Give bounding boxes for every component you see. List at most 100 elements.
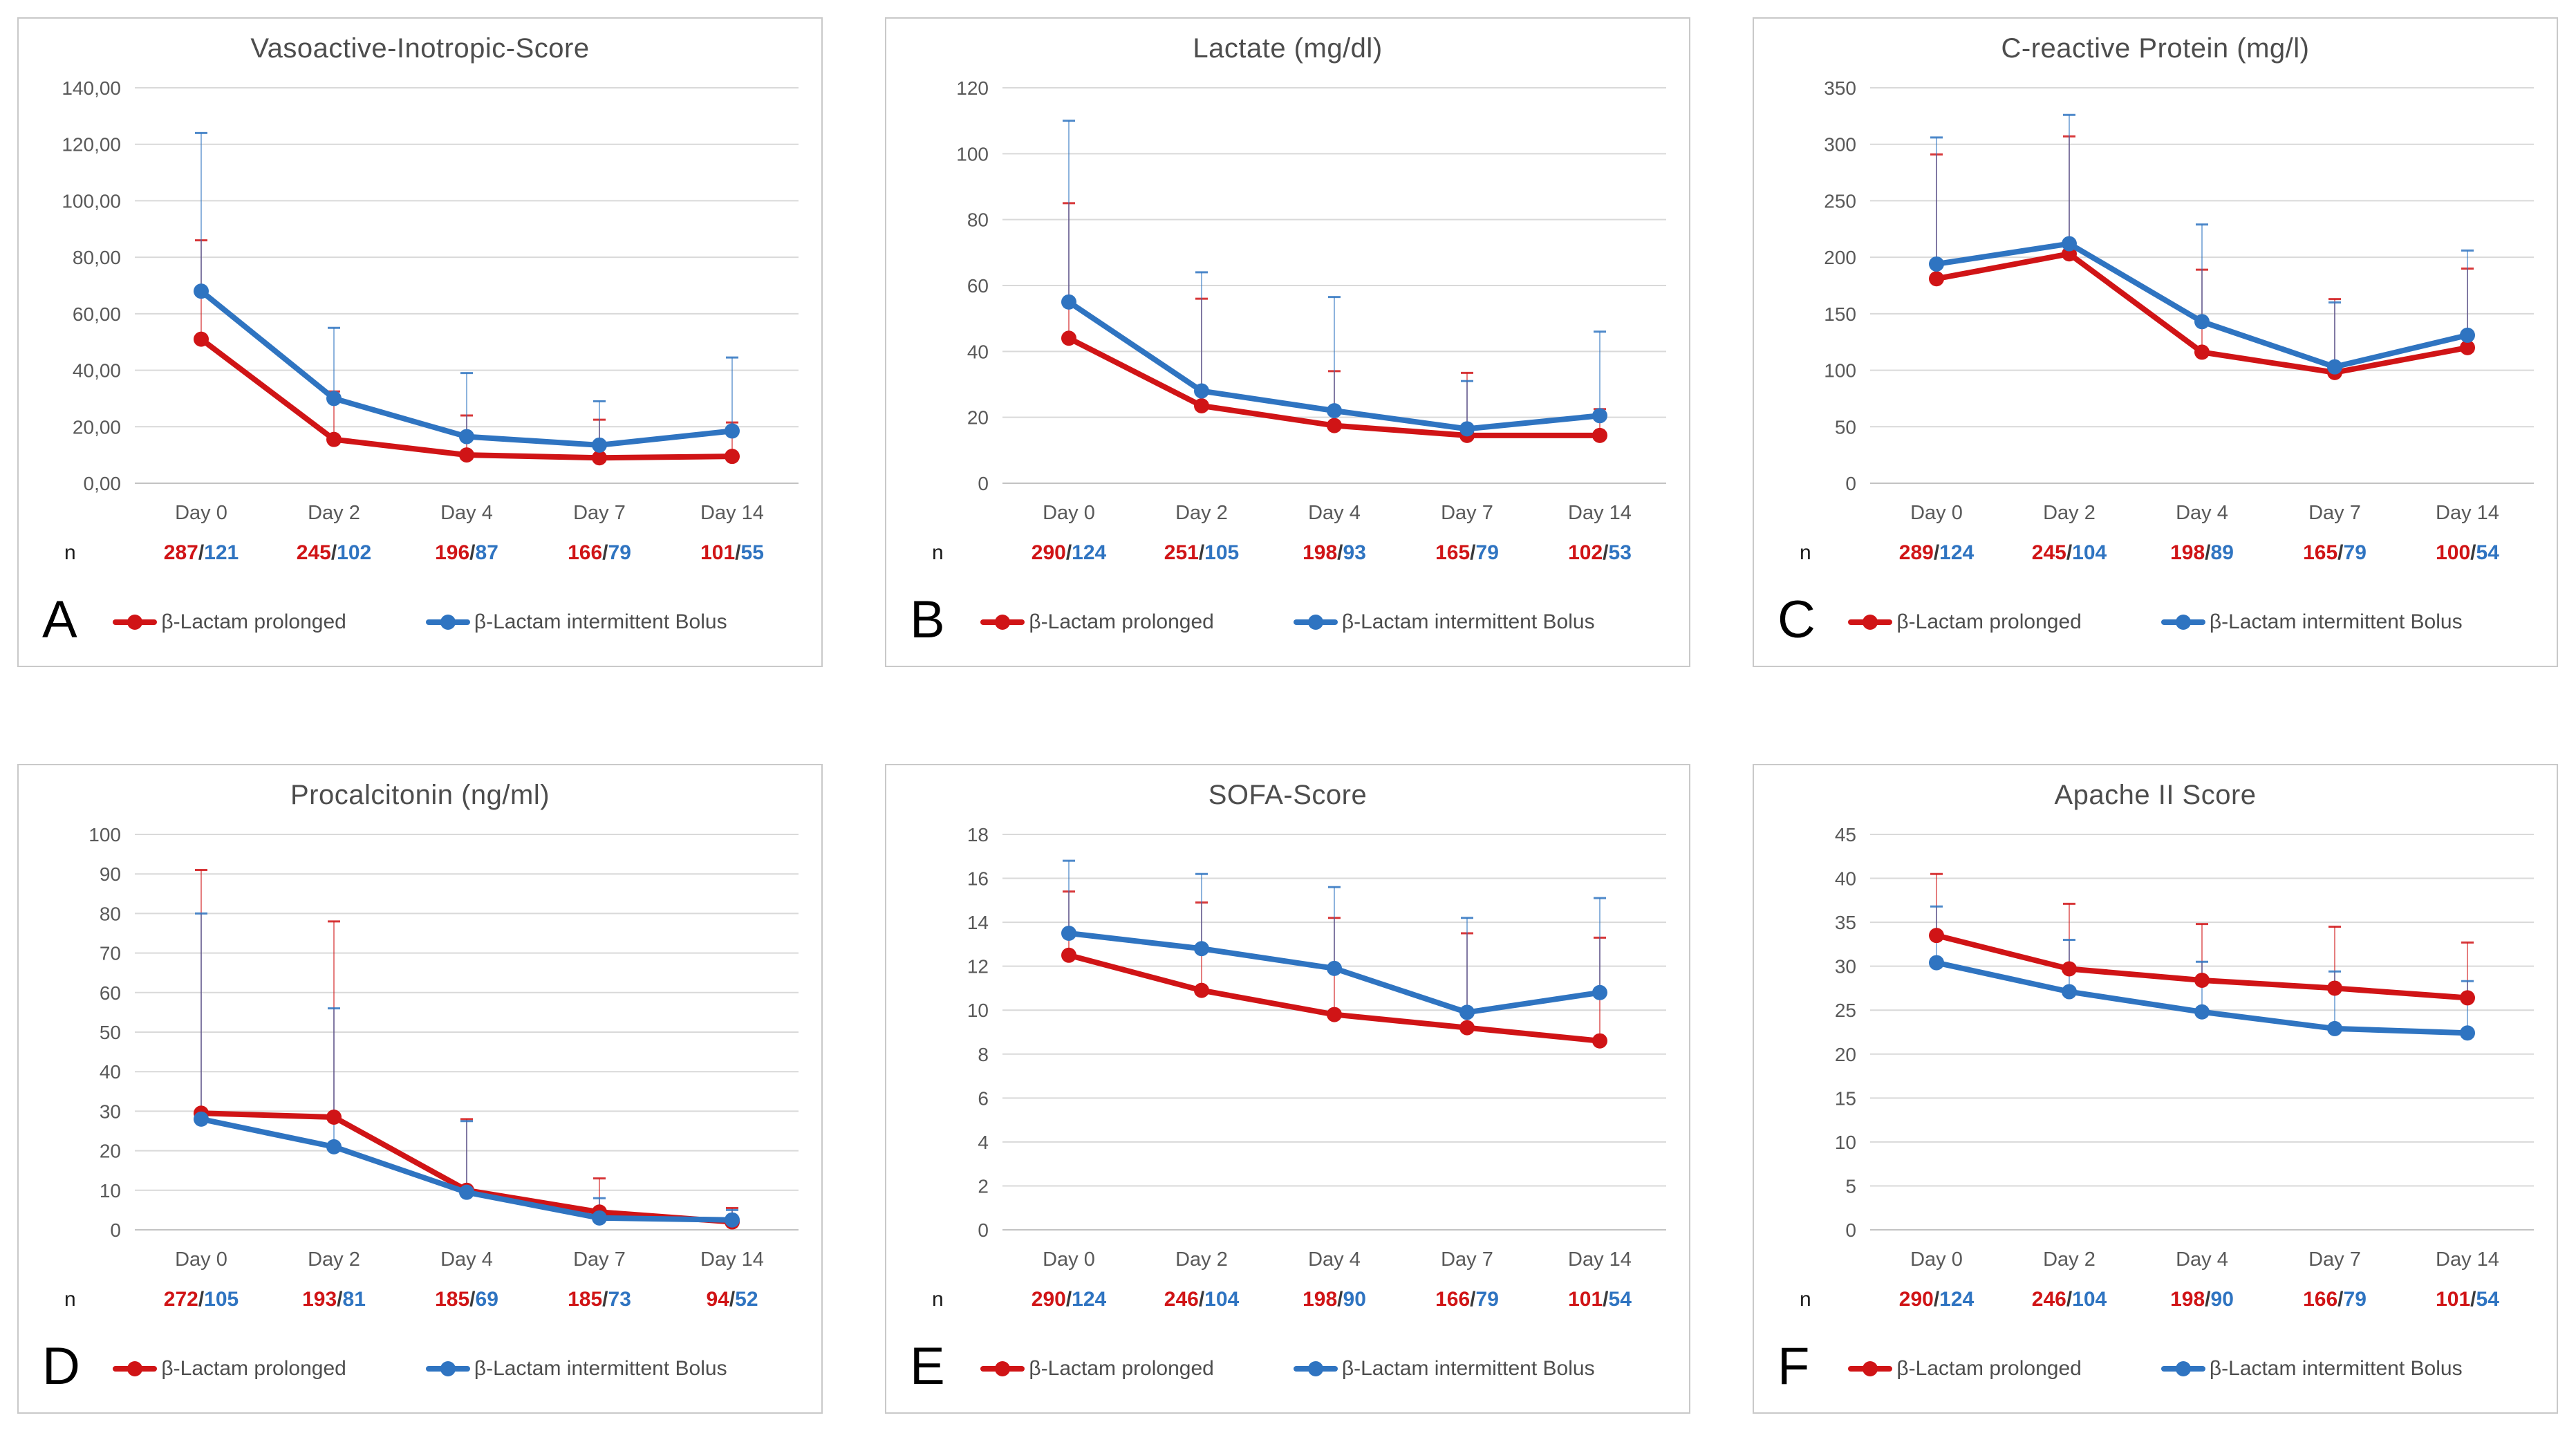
svg-text:246/104: 246/104 xyxy=(2032,1288,2107,1311)
svg-text:60: 60 xyxy=(967,275,989,297)
legend-row: D β-Lactam prolonged β-Lactam intermitte… xyxy=(19,1334,821,1404)
svg-text:Day 2: Day 2 xyxy=(2043,1248,2096,1271)
legend-entry: β-Lactam prolonged xyxy=(113,1357,346,1381)
svg-text:290/124: 290/124 xyxy=(1899,1288,1975,1311)
svg-text:Day 4: Day 4 xyxy=(440,1248,493,1271)
chart-canvas: 0 50 100 150 200 250 300 350 Day 0 Day 2 Day 4 Day … xyxy=(1800,77,2534,564)
chart-panel: Apache II Score 0 5 10 15 20 25 30 35 40 45 Day 0 D… xyxy=(1753,764,2558,1414)
svg-text:287/121: 287/121 xyxy=(164,541,239,564)
svg-text:Day 4: Day 4 xyxy=(2176,502,2228,524)
legend-label: β-Lactam intermittent Bolus xyxy=(2209,1357,2463,1380)
svg-text:100,00: 100,00 xyxy=(62,190,121,212)
svg-text:60: 60 xyxy=(100,982,121,1004)
svg-text:50: 50 xyxy=(100,1022,121,1043)
svg-text:Day 14: Day 14 xyxy=(2436,1248,2499,1271)
svg-text:120,00: 120,00 xyxy=(62,134,121,156)
line-marker-icon xyxy=(980,619,1025,625)
svg-text:250: 250 xyxy=(1824,190,1856,212)
panel-title: Vasoactive-Inotropic-Score xyxy=(250,33,590,64)
svg-text:165/79: 165/79 xyxy=(1435,541,1499,564)
svg-text:300: 300 xyxy=(1824,134,1856,156)
svg-text:120: 120 xyxy=(956,77,989,99)
svg-text:Day 0: Day 0 xyxy=(175,502,227,524)
svg-text:Day 14: Day 14 xyxy=(2436,502,2499,524)
svg-text:40: 40 xyxy=(100,1061,121,1083)
legend-row: E β-Lactam prolonged β-Lactam intermitte… xyxy=(886,1334,1689,1404)
svg-text:Day 7: Day 7 xyxy=(1441,1248,1493,1271)
svg-text:60,00: 60,00 xyxy=(73,303,121,325)
svg-text:Day 2: Day 2 xyxy=(1175,1248,1228,1271)
svg-text:10: 10 xyxy=(967,1000,989,1021)
svg-text:Day 14: Day 14 xyxy=(700,1248,764,1271)
svg-text:18: 18 xyxy=(967,824,989,845)
svg-text:6: 6 xyxy=(978,1087,989,1109)
svg-text:350: 350 xyxy=(1824,77,1856,99)
panel-title: Procalcitonin (ng/ml) xyxy=(290,780,550,810)
svg-text:Day 2: Day 2 xyxy=(308,502,360,524)
legend-entry: β-Lactam intermittent Bolus xyxy=(425,610,727,634)
line-marker-icon xyxy=(1293,1366,1338,1372)
svg-text:100: 100 xyxy=(956,143,989,165)
svg-text:Day 4: Day 4 xyxy=(440,502,493,524)
svg-text:Day 7: Day 7 xyxy=(2308,502,2361,524)
line-marker-icon xyxy=(425,1366,470,1372)
legend-row: B β-Lactam prolonged β-Lactam intermitte… xyxy=(886,587,1689,657)
svg-text:10: 10 xyxy=(1835,1132,1856,1153)
svg-text:Day 7: Day 7 xyxy=(2308,1248,2361,1271)
svg-text:15: 15 xyxy=(1835,1087,1856,1109)
legend-entry: β-Lactam prolonged xyxy=(1848,610,2082,634)
svg-text:251/105: 251/105 xyxy=(1164,541,1239,564)
svg-text:0,00: 0,00 xyxy=(84,473,122,494)
svg-text:185/69: 185/69 xyxy=(435,1288,498,1311)
svg-text:4: 4 xyxy=(978,1132,989,1153)
legend-label: β-Lactam prolonged xyxy=(1896,610,2082,633)
svg-text:166/79: 166/79 xyxy=(2303,1288,2367,1311)
svg-text:193/81: 193/81 xyxy=(302,1288,366,1311)
svg-text:198/90: 198/90 xyxy=(1303,1288,1366,1311)
svg-text:150: 150 xyxy=(1824,303,1856,325)
chart-panel: Vasoactive-Inotropic-Score 0,00 20,00 40,0… xyxy=(17,17,823,667)
svg-text:101/55: 101/55 xyxy=(700,541,764,564)
svg-text:198/90: 198/90 xyxy=(2170,1288,2234,1311)
panel-title: Apache II Score xyxy=(2054,780,2257,810)
svg-text:Day 4: Day 4 xyxy=(2176,1248,2228,1271)
panel-letter: E xyxy=(910,1337,945,1396)
legend-entry: β-Lactam intermittent Bolus xyxy=(425,1357,727,1381)
legend-entry: β-Lactam prolonged xyxy=(980,610,1214,634)
legend-entry: β-Lactam prolonged xyxy=(1848,1357,2082,1381)
svg-text:102/53: 102/53 xyxy=(1568,541,1632,564)
line-marker-icon xyxy=(980,1366,1025,1372)
svg-text:90: 90 xyxy=(100,863,121,885)
svg-text:Day 2: Day 2 xyxy=(2043,502,2096,524)
panel-title: C-reactive Protein (mg/l) xyxy=(2001,33,2310,64)
svg-text:8: 8 xyxy=(978,1044,989,1065)
chart-panel: SOFA-Score 0 2 4 6 8 10 12 14 16 18 Day 0 Day 2 Day … xyxy=(885,764,1690,1414)
legend-label: β-Lactam prolonged xyxy=(161,1357,346,1380)
line-marker-icon xyxy=(113,1366,158,1372)
svg-text:n: n xyxy=(64,1288,76,1311)
svg-text:n: n xyxy=(932,541,944,564)
chart-panel: C-reactive Protein (mg/l) 0 50 100 150 200 25… xyxy=(1753,17,2558,667)
legend-row: A β-Lactam prolonged β-Lactam intermitte… xyxy=(19,587,821,657)
chart-canvas: 0,00 20,00 40,00 60,00 80,00 100,00 120,00 140,… xyxy=(62,77,799,564)
svg-text:185/73: 185/73 xyxy=(568,1288,631,1311)
svg-text:20: 20 xyxy=(100,1141,121,1162)
svg-text:30: 30 xyxy=(1835,956,1856,978)
svg-text:100: 100 xyxy=(1824,360,1856,382)
legend-entry: β-Lactam intermittent Bolus xyxy=(2160,1357,2463,1381)
legend-label: β-Lactam intermittent Bolus xyxy=(1341,610,1595,633)
svg-text:100/54: 100/54 xyxy=(2436,541,2499,564)
panel-letter: D xyxy=(42,1337,80,1396)
svg-text:25: 25 xyxy=(1835,1000,1856,1021)
svg-text:40: 40 xyxy=(1835,868,1856,890)
chart-canvas: 0 5 10 15 20 25 30 35 40 45 Day 0 Day 2 Day 4 Day 7 Da… xyxy=(1800,824,2534,1311)
svg-text:0: 0 xyxy=(1845,473,1856,494)
svg-text:Day 7: Day 7 xyxy=(1441,502,1493,524)
svg-text:Day 7: Day 7 xyxy=(573,1248,626,1271)
panel-title: Lactate (mg/dl) xyxy=(1193,33,1383,64)
legend-entry: β-Lactam intermittent Bolus xyxy=(1293,1357,1595,1381)
svg-text:45: 45 xyxy=(1835,824,1856,845)
svg-text:140,00: 140,00 xyxy=(62,77,121,99)
legend-label: β-Lactam intermittent Bolus xyxy=(1341,1357,1595,1380)
legend-entry: β-Lactam intermittent Bolus xyxy=(1293,610,1595,634)
